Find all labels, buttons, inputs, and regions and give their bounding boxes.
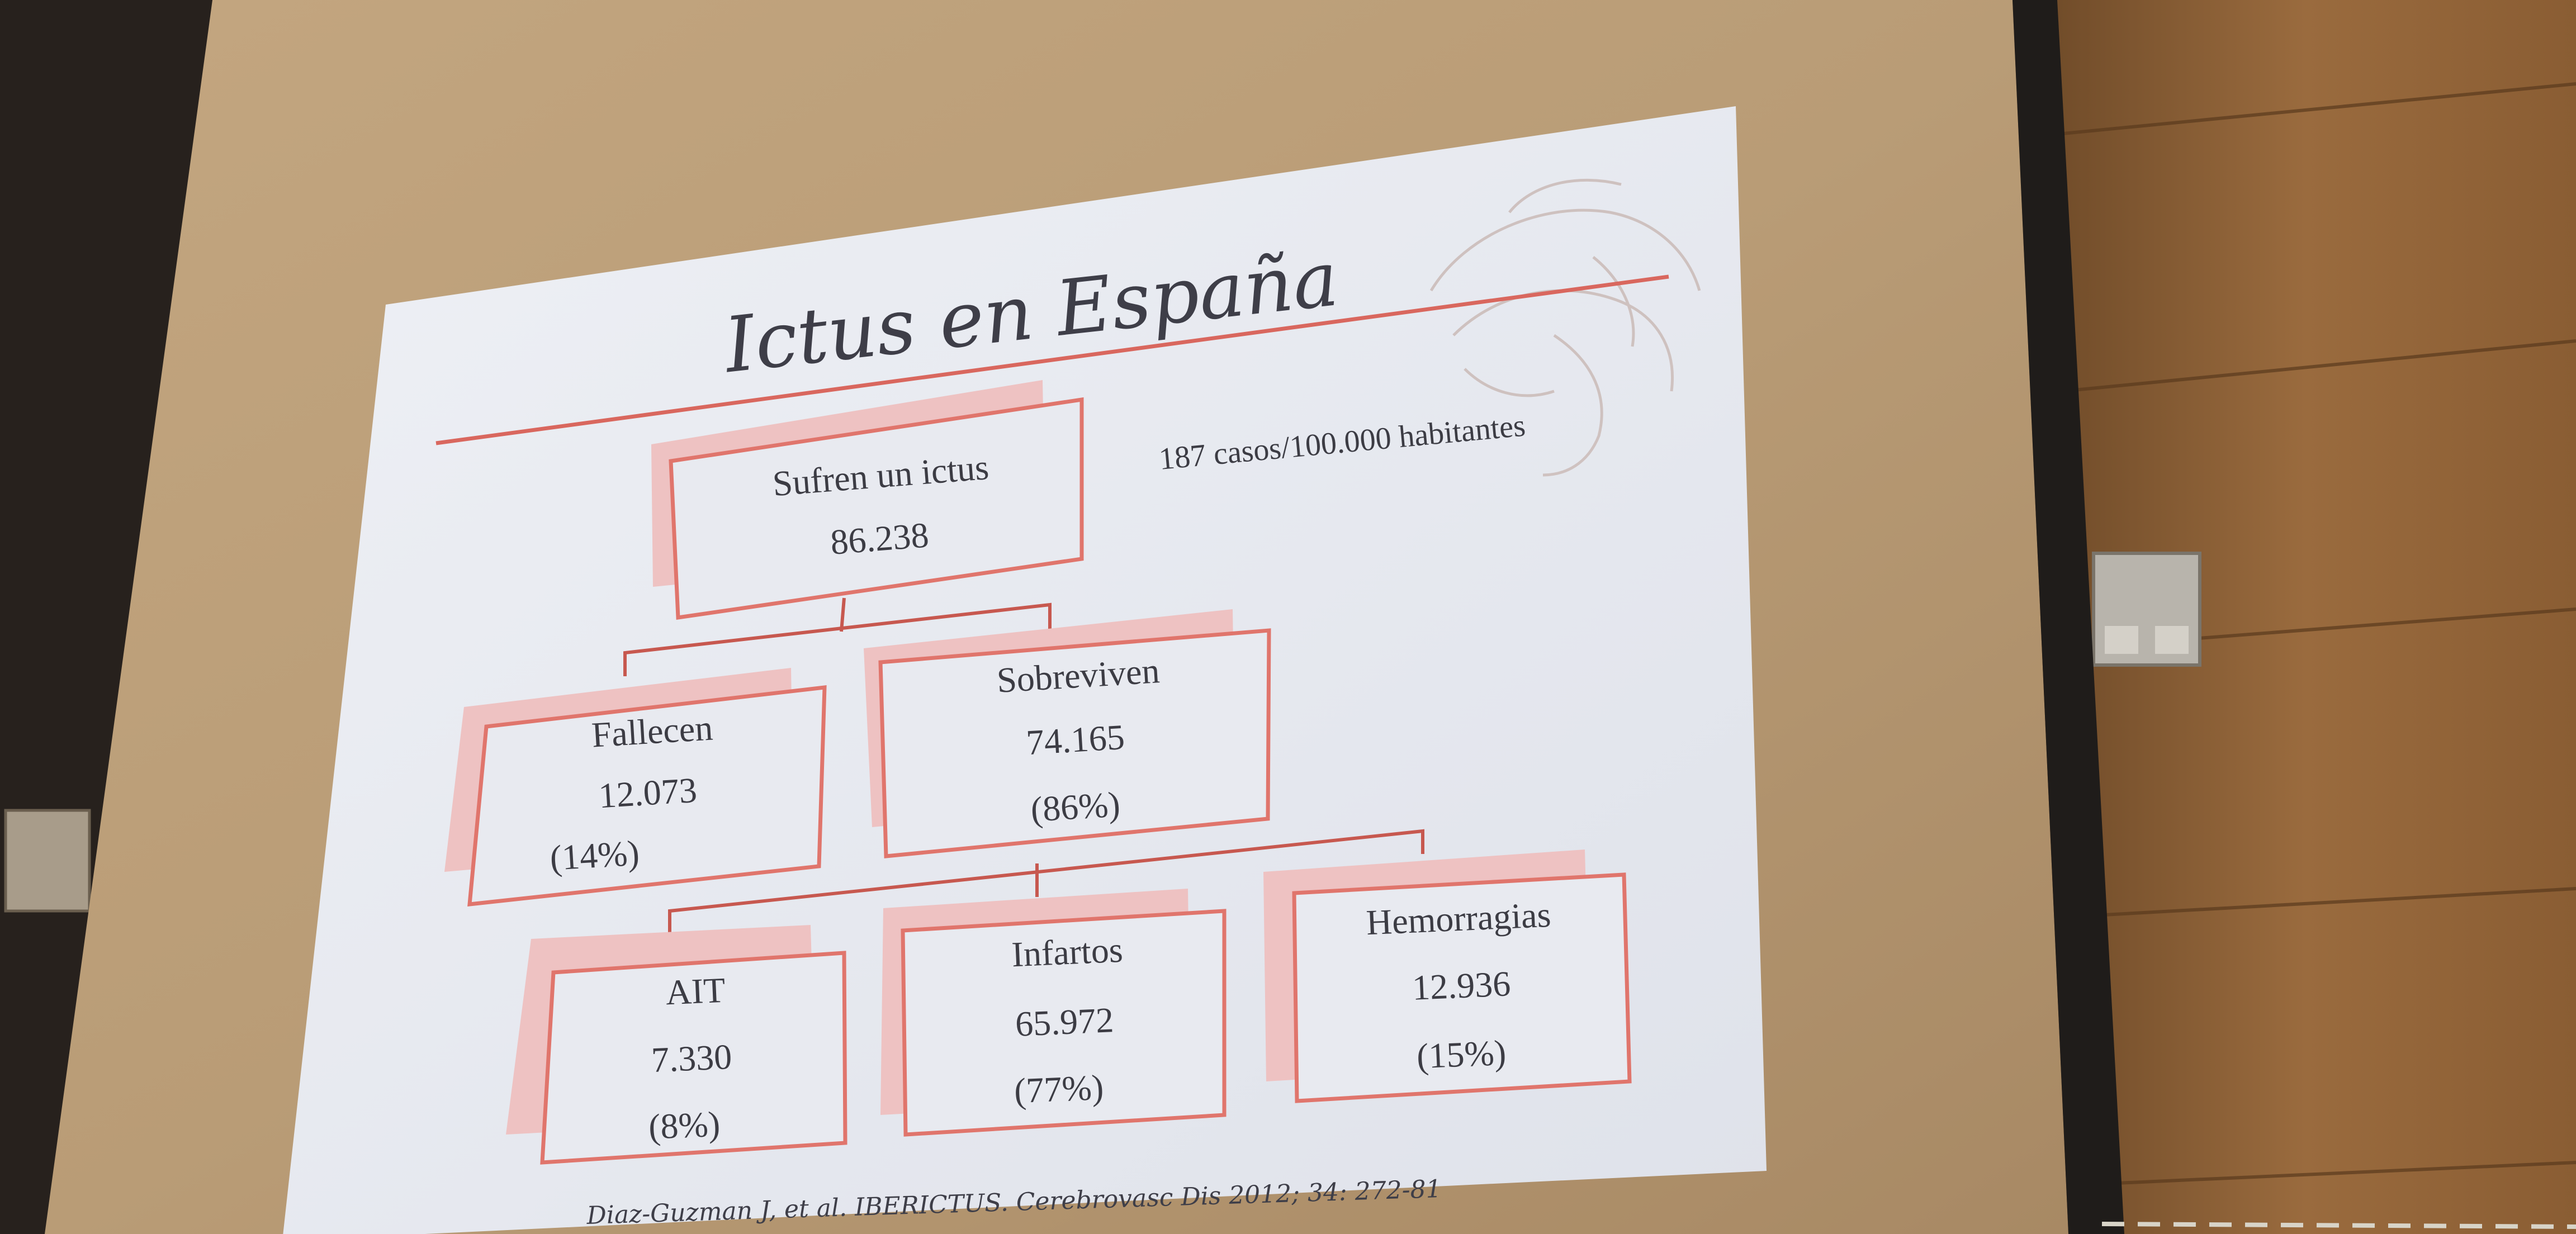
screen-frame-bottom-dashes [2101, 1222, 2576, 1229]
slide: Ictus en España 187 casos/100.000 habita… [283, 106, 1767, 1234]
wood-panel-seams [2057, 82, 2576, 1186]
node-percent: (8%) [648, 1104, 721, 1147]
node-value: 7.330 [651, 1037, 733, 1080]
node-sobreviven: Sobreviven 74.165 (86%) [864, 609, 1271, 858]
node-value: 12.073 [598, 770, 698, 816]
node-hemorragias: Hemorragias 12.936 (15%) [1263, 849, 1632, 1103]
node-fallecen: Fallecen 12.073 (14%) [444, 668, 827, 906]
wall-plate [2092, 552, 2201, 667]
node-box [669, 397, 1084, 620]
node-box [878, 628, 1271, 858]
screen-frame-right [2012, 0, 2124, 1234]
node-sufren-un-ictus: Sufren un ictus 86.238 [651, 380, 1084, 620]
node-label: Fallecen [590, 708, 714, 754]
wall-plate-left [4, 809, 91, 913]
node-box [540, 951, 847, 1165]
node-percent: (77%) [1014, 1067, 1105, 1111]
node-percent: (15%) [1416, 1033, 1507, 1076]
node-value: 86.238 [829, 515, 930, 562]
node-label: Infartos [1011, 930, 1124, 975]
node-infartos: Infartos 65.972 (77%) [880, 889, 1227, 1137]
decorative-sketch [1429, 178, 1701, 477]
title-accent-line [435, 274, 1669, 445]
tree-connectors [623, 597, 1424, 939]
node-ait: AIT 7.330 (8%) [506, 925, 847, 1165]
node-label: AIT [665, 970, 726, 1013]
node-value: 65.972 [1015, 1000, 1115, 1044]
node-box [1292, 872, 1632, 1103]
node-label: Hemorragias [1365, 895, 1551, 942]
node-box [901, 909, 1227, 1137]
node-value: 74.165 [1025, 717, 1126, 763]
node-percent: (86%) [1030, 784, 1121, 829]
node-value: 12.936 [1412, 964, 1512, 1008]
node-box [467, 685, 827, 906]
node-percent: (14%) [549, 833, 641, 878]
